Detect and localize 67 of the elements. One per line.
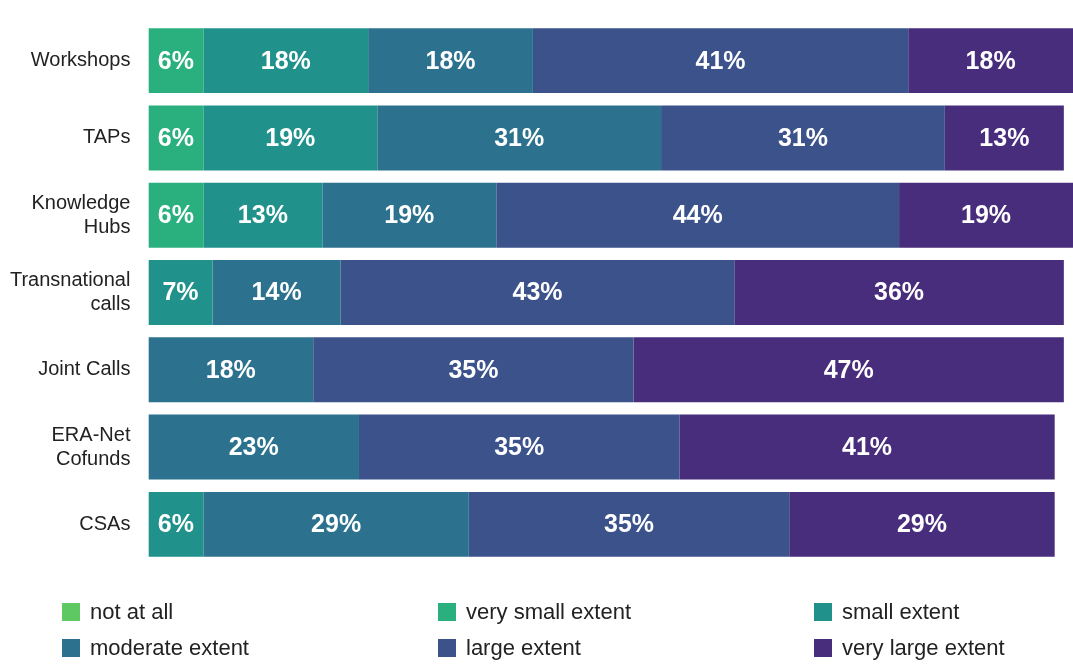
bar [203, 182, 323, 248]
data-label: 19% [265, 122, 316, 151]
data-label: 18% [260, 45, 311, 74]
y-tick-label: Joint Calls [38, 357, 131, 380]
bar [313, 337, 634, 403]
bar [377, 105, 662, 171]
bar [633, 337, 1064, 403]
bar [368, 28, 533, 94]
bar [496, 182, 900, 248]
y-tick-label: CSAs [79, 511, 131, 534]
y-tick-label: ERA-Net Cofunds [51, 422, 131, 469]
data-label: 14% [251, 277, 302, 306]
y-tick-label: Workshops [30, 48, 131, 71]
bar [734, 260, 1064, 325]
legend-label: small extent [842, 599, 960, 624]
data-label: 6% [157, 200, 194, 229]
bar [203, 491, 469, 557]
bar [358, 414, 680, 480]
legend-label: moderate extent [90, 635, 249, 660]
data-label: 44% [672, 200, 723, 229]
data-label: 29% [311, 509, 362, 538]
bar [908, 28, 1073, 94]
data-label: 31% [494, 122, 545, 151]
data-label: 35% [604, 509, 655, 538]
data-label: 29% [896, 509, 947, 538]
bar [944, 105, 1064, 171]
data-label: 23% [228, 431, 279, 460]
bar [789, 491, 1055, 557]
data-label: 41% [695, 45, 746, 74]
bar [340, 260, 735, 325]
data-label: 36% [874, 277, 925, 306]
data-label: 19% [961, 200, 1012, 229]
y-tick-label: Knowledge Hubs [31, 190, 131, 237]
y-tick-label: TAPs [83, 125, 131, 148]
data-label: 43% [512, 277, 563, 306]
y-tick-label: Transnational calls [9, 268, 131, 315]
bar [203, 105, 378, 171]
data-label: 6% [157, 509, 194, 538]
bar [212, 260, 341, 325]
bar [899, 182, 1073, 248]
bar [468, 491, 790, 557]
data-label: 35% [448, 354, 499, 383]
data-label: 13% [237, 200, 288, 229]
bar [322, 182, 497, 248]
data-label: 6% [157, 45, 194, 74]
bar [532, 28, 909, 94]
data-label: 18% [205, 354, 256, 383]
bar [203, 28, 369, 94]
legend-label: very small extent [466, 599, 632, 624]
legend-label: very large extent [842, 635, 1005, 660]
data-label: 31% [777, 122, 828, 151]
data-label: 19% [384, 200, 435, 229]
bar [148, 260, 213, 325]
bar [679, 414, 1055, 480]
bar [148, 414, 359, 480]
data-label: 18% [965, 45, 1016, 74]
data-label: 35% [494, 431, 545, 460]
bar [148, 337, 314, 403]
data-label: 6% [157, 122, 194, 151]
data-label: 18% [425, 45, 476, 74]
legend-label: large extent [466, 635, 581, 660]
data-label: 47% [823, 354, 874, 383]
data-label: 13% [979, 122, 1030, 151]
legend-label: not at all [90, 599, 174, 624]
data-label: 7% [162, 277, 199, 306]
bar [661, 105, 945, 171]
data-label: 41% [842, 431, 893, 460]
